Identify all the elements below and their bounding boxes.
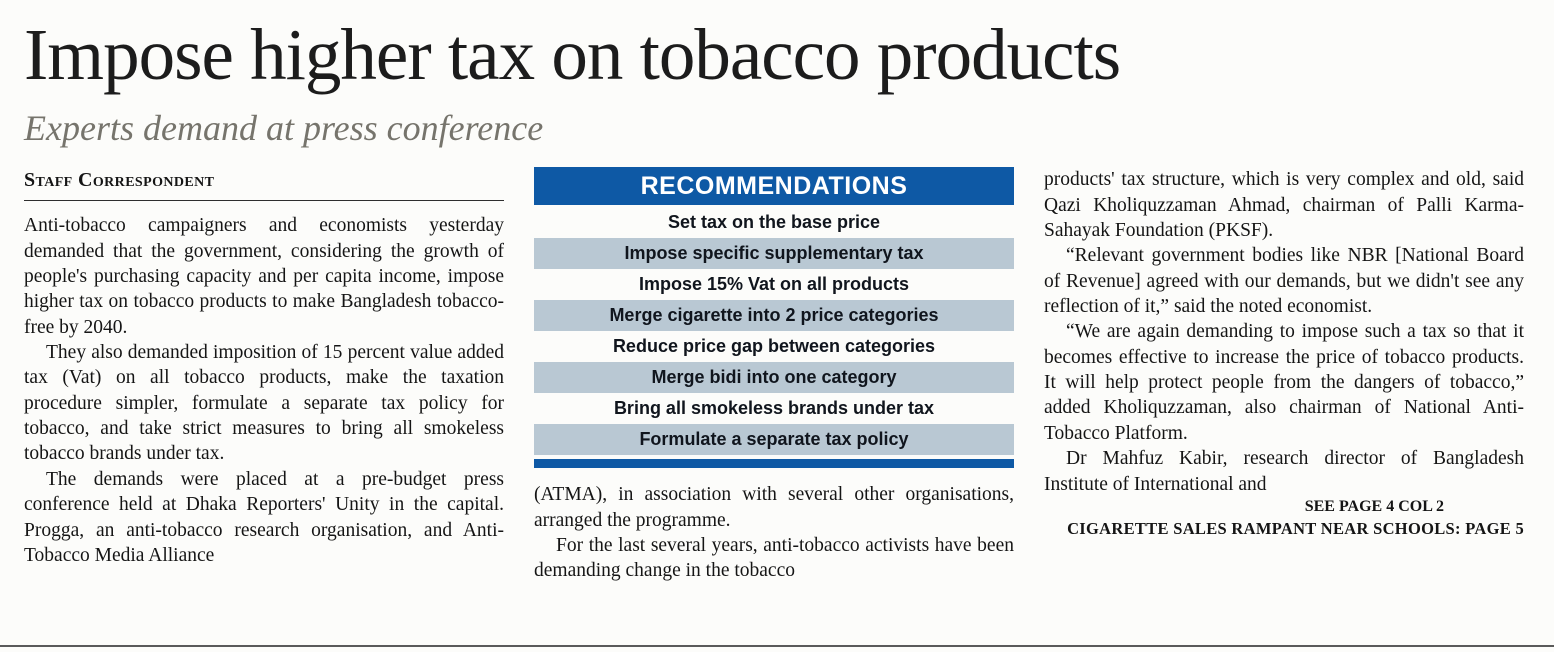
- recommendation-row: Impose specific supplementary tax: [534, 238, 1014, 270]
- newspaper-page: Impose higher tax on tobacco products Ex…: [24, 14, 1530, 583]
- column-middle: RECOMMENDATIONS Set tax on the base pric…: [534, 167, 1014, 583]
- see-page-ref: SEE PAGE 4 COL 2: [1304, 497, 1444, 515]
- article-headline: Impose higher tax on tobacco products: [24, 14, 1121, 95]
- article-paragraph: (ATMA), in association with several othe…: [534, 484, 1014, 531]
- recommendation-row: Set tax on the base price: [534, 207, 1014, 239]
- article-paragraph: The demands were placed at a pre-budget …: [24, 468, 504, 566]
- article-paragraph: They also demanded imposition of 15 perc…: [24, 342, 504, 465]
- byline-rule: [24, 200, 504, 202]
- article-paragraph: “Relevant government bodies like NBR [Na…: [1044, 245, 1524, 318]
- byline: Staff Correspondent: [24, 169, 215, 192]
- article-columns: Staff Correspondent Anti-tobacco campaig…: [24, 167, 1530, 583]
- recommendation-row: Reduce price gap between categories: [534, 331, 1014, 363]
- column-left: Staff Correspondent Anti-tobacco campaig…: [24, 167, 504, 568]
- article-paragraph: Dr Mahfuz Kabir, research director of Ba…: [1044, 448, 1524, 495]
- recommendation-row: Impose 15% Vat on all products: [534, 269, 1014, 301]
- recommendations-box: RECOMMENDATIONS Set tax on the base pric…: [534, 167, 1014, 469]
- bottom-rule: [0, 645, 1554, 647]
- article-paragraph: For the last several years, anti-tobacco…: [534, 535, 1014, 582]
- recommendation-row: Merge bidi into one category: [534, 362, 1014, 394]
- article-paragraph: “We are again demanding to impose such a…: [1044, 321, 1524, 444]
- recommendation-row: Bring all smokeless brands under tax: [534, 393, 1014, 425]
- article-paragraph: products' tax structure, which is very c…: [1044, 169, 1524, 242]
- recommendations-header: RECOMMENDATIONS: [534, 167, 1014, 206]
- related-story-ref: CIGARETTE SALES RAMPANT NEAR SCHOOLS: PA…: [1067, 518, 1524, 538]
- recommendations-footer-bar: [534, 459, 1014, 469]
- column-right: products' tax structure, which is very c…: [1044, 167, 1524, 539]
- article-subheadline: Experts demand at press conference: [24, 108, 544, 149]
- recommendations-rows: Set tax on the base price Impose specifi…: [534, 207, 1014, 456]
- recommendation-row: Merge cigarette into 2 price categories: [534, 300, 1014, 332]
- recommendation-row: Formulate a separate tax policy: [534, 424, 1014, 456]
- article-paragraph: Anti-tobacco campaigners and economists …: [24, 215, 504, 338]
